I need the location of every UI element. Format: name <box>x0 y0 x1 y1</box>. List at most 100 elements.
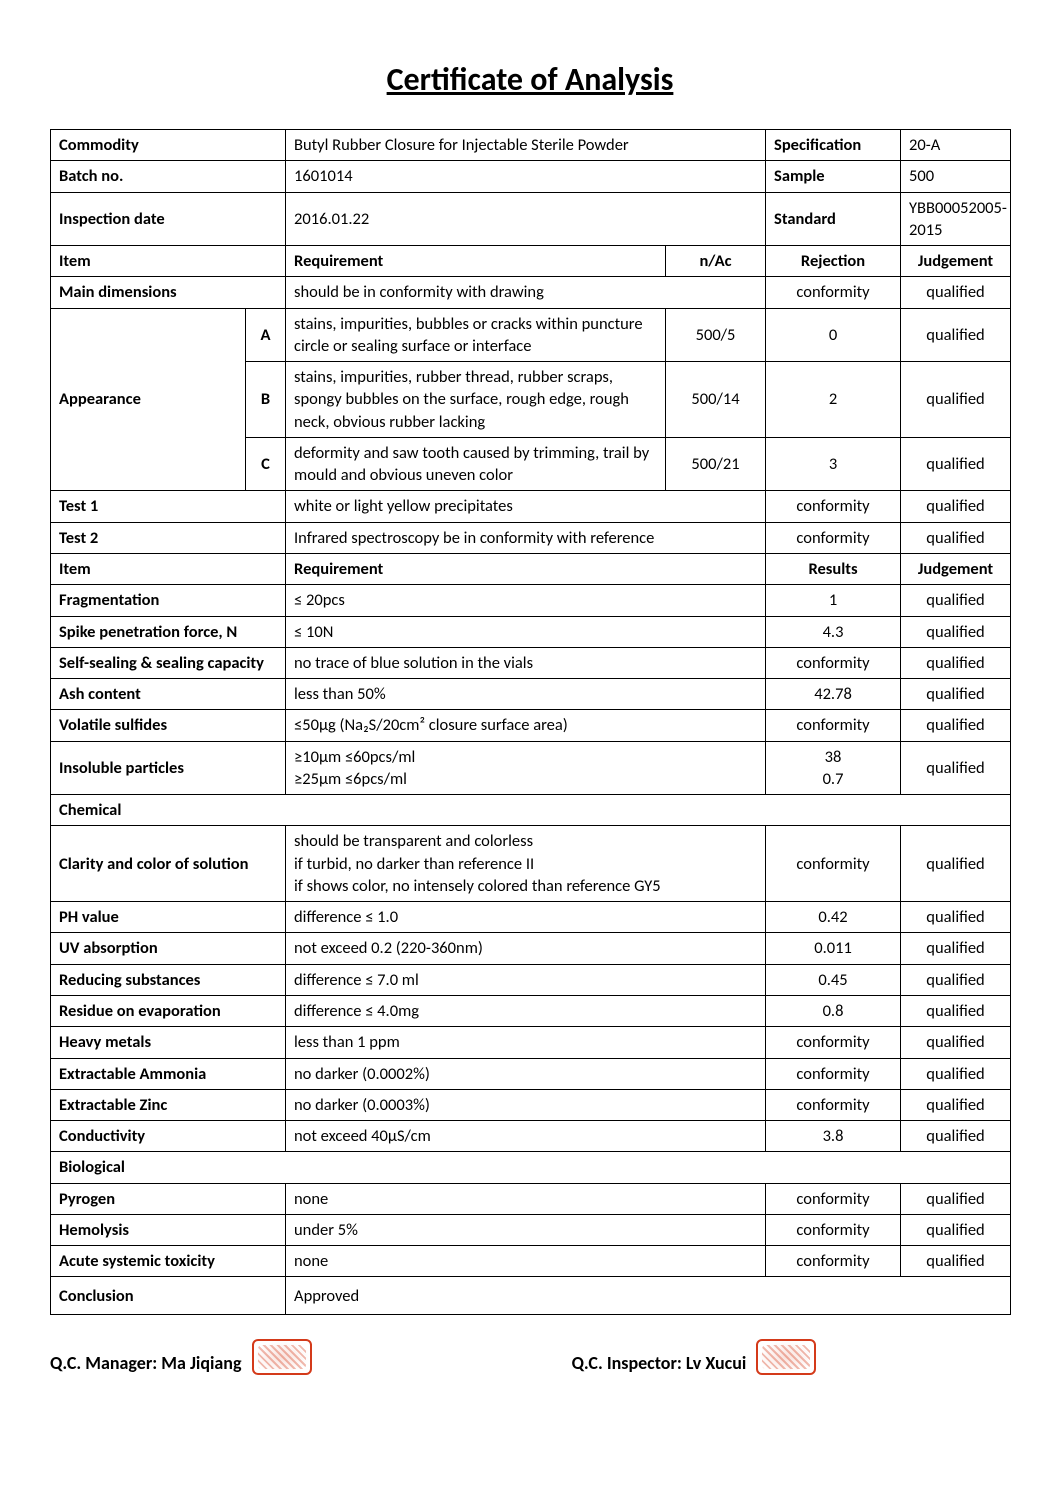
uv-jud: qualified <box>901 933 1011 964</box>
appearance-a-nac: 500/5 <box>666 308 766 362</box>
appearance-c-nac: 500/21 <box>666 437 766 491</box>
hemo-res: conformity <box>766 1214 901 1245</box>
clarity-res: conformity <box>766 826 901 902</box>
heavy-req: less than 1 ppm <box>286 1027 766 1058</box>
qc-inspector-label: Q.C. Inspector: Lv Xucui <box>572 1352 747 1374</box>
ash-res: 42.78 <box>766 679 901 710</box>
acute-label: Acute systemic toxicity <box>51 1246 286 1277</box>
table-row: Extractable Zinc no darker (0.0003%) con… <box>51 1089 1011 1120</box>
table-row: Reducing substances difference ≤ 7.0 ml … <box>51 964 1011 995</box>
resid-jud: qualified <box>901 995 1011 1026</box>
qc-inspector: Q.C. Inspector: Lv Xucui 检验专章 <box>572 1333 817 1374</box>
table-row: Biological <box>51 1152 1011 1183</box>
conclusion-value: Approved <box>286 1277 1011 1315</box>
biological-header: Biological <box>51 1152 1011 1183</box>
insol-jud: qualified <box>901 741 1011 795</box>
specification-label: Specification <box>766 130 901 161</box>
stamp-icon <box>756 1339 816 1375</box>
table-row: Self-sealing & sealing capacity no trace… <box>51 647 1011 678</box>
spike-res: 4.3 <box>766 616 901 647</box>
ammon-res: conformity <box>766 1058 901 1089</box>
test1-req: white or light yellow precipitates <box>286 491 766 522</box>
appearance-c-rej: 3 <box>766 437 901 491</box>
insol-label: Insoluble particles <box>51 741 286 795</box>
inspection-date-label: Inspection date <box>51 192 286 246</box>
table-row: Test 2 Infrared spectroscopy be in confo… <box>51 522 1011 553</box>
appearance-a-rej: 0 <box>766 308 901 362</box>
cond-res: 3.8 <box>766 1121 901 1152</box>
table-row: Ash content less than 50% 42.78 qualifie… <box>51 679 1011 710</box>
col-item: Item <box>51 246 286 277</box>
vsulf-jud: qualified <box>901 710 1011 741</box>
reduc-res: 0.45 <box>766 964 901 995</box>
table-row: Inspection date 2016.01.22 Standard YBB0… <box>51 192 1011 246</box>
appearance-a-req: stains, impurities, bubbles or cracks wi… <box>286 308 666 362</box>
clarity-label: Clarity and color of solution <box>51 826 286 902</box>
resid-res: 0.8 <box>766 995 901 1026</box>
table-row: Main dimensions should be in conformity … <box>51 277 1011 308</box>
test2-rej: conformity <box>766 522 901 553</box>
table-row: Fragmentation ≤ 20pcs 1 qualified <box>51 585 1011 616</box>
table-row: Appearance A stains, impurities, bubbles… <box>51 308 1011 362</box>
main-dimensions-rej: conformity <box>766 277 901 308</box>
spike-req: ≤ 10N <box>286 616 766 647</box>
pyro-req: none <box>286 1183 766 1214</box>
heavy-res: conformity <box>766 1027 901 1058</box>
acute-req: none <box>286 1246 766 1277</box>
zinc-label: Extractable Zinc <box>51 1089 286 1120</box>
sample-value: 500 <box>901 161 1011 192</box>
zinc-res: conformity <box>766 1089 901 1120</box>
commodity-label: Commodity <box>51 130 286 161</box>
batch-value: 1601014 <box>286 161 766 192</box>
test2-label: Test 2 <box>51 522 286 553</box>
uv-label: UV absorption <box>51 933 286 964</box>
table-row: Item Requirement Results Judgement <box>51 553 1011 584</box>
test2-jud: qualified <box>901 522 1011 553</box>
table-row: Spike penetration force, N ≤ 10N 4.3 qua… <box>51 616 1011 647</box>
uv-res: 0.011 <box>766 933 901 964</box>
table-row: Residue on evaporation difference ≤ 4.0m… <box>51 995 1011 1026</box>
table-row: Acute systemic toxicity none conformity … <box>51 1246 1011 1277</box>
zinc-jud: qualified <box>901 1089 1011 1120</box>
resid-req: difference ≤ 4.0mg <box>286 995 766 1026</box>
main-dimensions-req: should be in conformity with drawing <box>286 277 766 308</box>
frag-jud: qualified <box>901 585 1011 616</box>
spike-jud: qualified <box>901 616 1011 647</box>
col-requirement: Requirement <box>286 246 666 277</box>
col-judgement: Judgement <box>901 246 1011 277</box>
test1-rej: conformity <box>766 491 901 522</box>
appearance-c-jud: qualified <box>901 437 1011 491</box>
appearance-b-code: B <box>246 362 286 438</box>
table-row: Conductivity not exceed 40µS/cm 3.8 qual… <box>51 1121 1011 1152</box>
sample-label: Sample <box>766 161 901 192</box>
zinc-req: no darker (0.0003%) <box>286 1089 766 1120</box>
ph-res: 0.42 <box>766 902 901 933</box>
seal-req: no trace of blue solution in the vials <box>286 647 766 678</box>
frag-req: ≤ 20pcs <box>286 585 766 616</box>
col-nac: n/Ac <box>666 246 766 277</box>
cond-jud: qualified <box>901 1121 1011 1152</box>
table-row: Hemolysis under 5% conformity qualified <box>51 1214 1011 1245</box>
qc-manager: Q.C. Manager: Ma Jiqiang <box>50 1333 312 1374</box>
signature-row: Q.C. Manager: Ma Jiqiang Q.C. Inspector:… <box>50 1333 1010 1374</box>
pyro-label: Pyrogen <box>51 1183 286 1214</box>
seal-res: conformity <box>766 647 901 678</box>
appearance-c-req: deformity and saw tooth caused by trimmi… <box>286 437 666 491</box>
table-row: Commodity Butyl Rubber Closure for Injec… <box>51 130 1011 161</box>
ammon-req: no darker (0.0002%) <box>286 1058 766 1089</box>
frag-res: 1 <box>766 585 901 616</box>
ph-req: difference ≤ 1.0 <box>286 902 766 933</box>
col2-judgement: Judgement <box>901 553 1011 584</box>
ammon-label: Extractable Ammonia <box>51 1058 286 1089</box>
clarity-req: should be transparent and colorless if t… <box>286 826 766 902</box>
ash-jud: qualified <box>901 679 1011 710</box>
cond-label: Conductivity <box>51 1121 286 1152</box>
appearance-b-req: stains, impurities, rubber thread, rubbe… <box>286 362 666 438</box>
col2-requirement: Requirement <box>286 553 766 584</box>
vsulf-label: Volatile sulfides <box>51 710 286 741</box>
frag-label: Fragmentation <box>51 585 286 616</box>
heavy-jud: qualified <box>901 1027 1011 1058</box>
table-row: Item Requirement n/Ac Rejection Judgemen… <box>51 246 1011 277</box>
seal-jud: qualified <box>901 647 1011 678</box>
main-dimensions-label: Main dimensions <box>51 277 286 308</box>
